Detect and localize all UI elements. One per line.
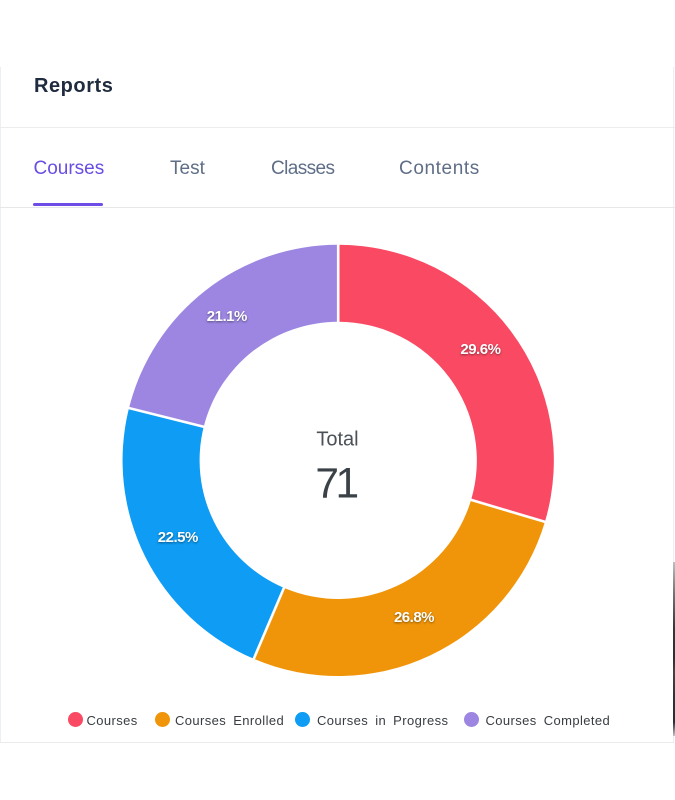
svg-text:26.8%: 26.8% xyxy=(394,609,434,626)
svg-text:22.5%: 22.5% xyxy=(158,529,198,546)
svg-text:29.6%: 29.6% xyxy=(460,341,500,358)
svg-text:71: 71 xyxy=(315,461,357,508)
svg-text:Total: Total xyxy=(316,428,358,450)
svg-text:21.1%: 21.1% xyxy=(207,308,247,325)
